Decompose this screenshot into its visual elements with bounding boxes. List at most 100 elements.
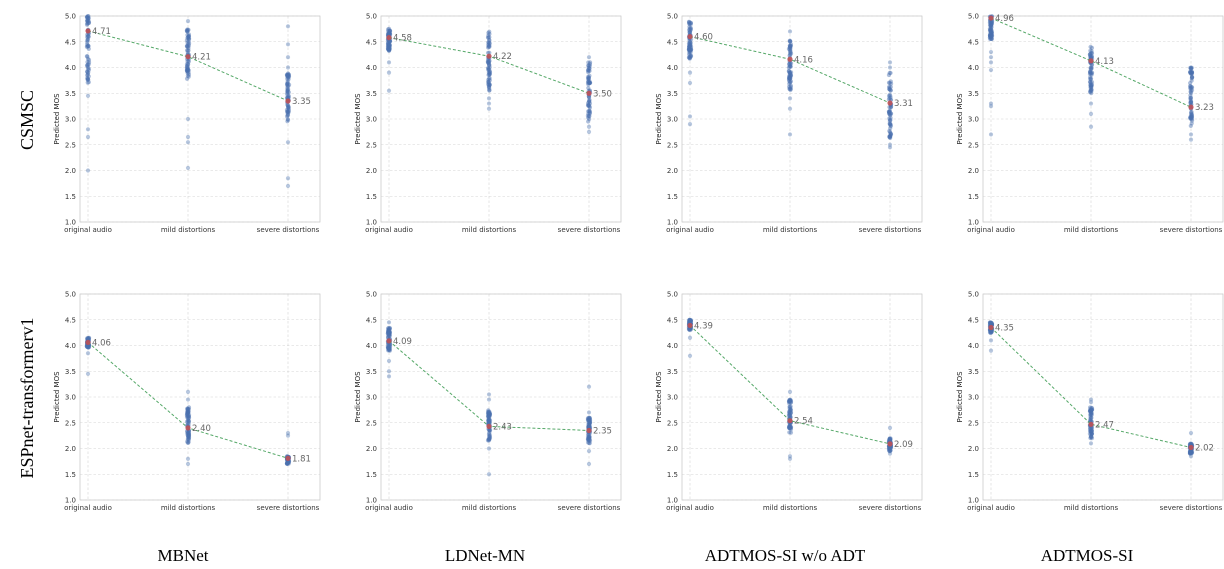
data-point [989,21,994,26]
data-point [386,26,392,31]
mean-value-label: 4.96 [995,14,1014,24]
data-point [988,320,994,325]
data-point [285,81,290,86]
data-point [587,80,592,85]
data-point [586,76,591,82]
data-point [486,412,491,417]
y-tick-label: 2.5 [968,141,979,149]
data-point [788,79,794,84]
data-point [186,433,192,438]
mean-marker [787,56,793,62]
data-point [1189,76,1194,81]
data-point [387,330,393,335]
data-point [1087,69,1093,74]
data-point [787,76,792,81]
data-point [787,45,793,50]
y-tick-label: 2.0 [65,445,76,453]
y-tick-label: 5.0 [667,291,678,299]
data-point [787,411,792,416]
plot-frame [380,293,622,501]
data-point [1089,407,1094,412]
data-point [386,328,391,334]
data-point [1189,71,1194,76]
data-point [286,105,291,110]
data-point [186,37,192,42]
data-point [184,76,190,81]
data-point [284,461,290,466]
data-point [888,88,893,93]
data-point [486,418,491,423]
data-point [587,116,592,122]
y-tick-label: 2.0 [667,445,678,453]
data-point [84,344,90,349]
data-point [1087,69,1093,75]
data-point-outlier [787,132,793,137]
data-point-outlier [787,456,793,461]
data-point [788,75,793,81]
data-point [487,69,492,74]
data-point [887,121,892,126]
data-point [86,43,91,48]
data-point [586,77,591,82]
data-point [787,425,793,431]
y-tick-label: 5.0 [968,13,979,21]
data-point [1188,85,1193,90]
data-point [886,109,892,114]
y-tick-label: 4.5 [968,316,979,324]
data-point [387,44,392,49]
data-point [186,437,191,442]
data-point [987,33,993,38]
data-point [186,27,191,32]
data-point [988,33,993,38]
y-axis-label: Predicted MOS [655,371,663,423]
data-point [385,27,391,32]
data-point [285,113,290,118]
data-point [988,321,993,326]
data-point [387,43,392,48]
mean-value-label: 1.81 [292,454,311,464]
data-point [586,424,591,429]
data-point [1088,76,1094,81]
data-point [788,425,794,430]
mean-marker [586,427,592,434]
data-point [386,31,392,36]
mean-marker [386,35,392,41]
data-point-outlier [1088,441,1094,446]
data-point [686,327,692,332]
data-point [587,441,592,446]
data-point [185,410,190,415]
x-tick-label: mild distortions [462,504,517,512]
data-point [887,437,892,442]
data-point [387,326,392,331]
data-point [185,40,190,45]
data-point [186,418,191,423]
data-point [385,42,391,47]
data-point [184,68,190,73]
data-point [1189,115,1194,120]
data-point [487,417,492,422]
mean-marker [787,418,793,424]
data-point [989,30,994,35]
data-point [184,419,190,424]
y-tick-label: 2.5 [667,141,678,149]
data-point [988,330,993,335]
data-point [988,35,993,40]
data-point [1188,448,1193,454]
data-point [587,420,592,426]
data-point [385,344,391,349]
mean-value-label: 2.09 [894,440,913,450]
data-point [787,404,793,410]
data-point [387,46,392,51]
data-point [386,47,391,52]
data-point [1089,432,1094,437]
data-point [487,43,492,48]
data-point [1189,65,1194,70]
data-point [587,440,592,446]
data-point [587,111,592,116]
data-point [486,418,491,423]
data-point [586,63,591,68]
data-point [1188,99,1194,104]
data-point [185,67,190,72]
data-point [586,63,591,68]
data-point [587,418,593,423]
